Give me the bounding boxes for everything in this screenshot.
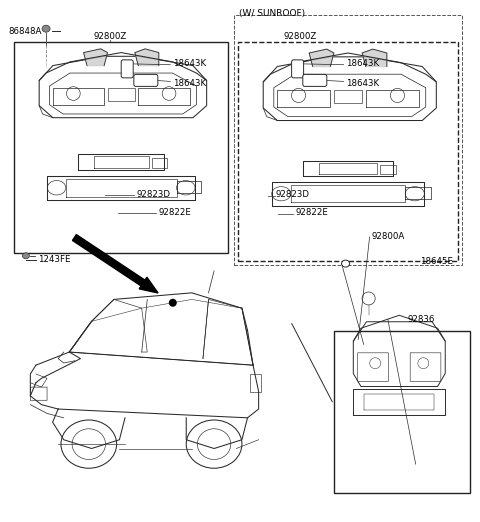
FancyArrow shape	[72, 234, 158, 293]
FancyBboxPatch shape	[292, 60, 304, 78]
Text: 92800Z: 92800Z	[94, 32, 127, 41]
Text: 92800Z: 92800Z	[283, 32, 316, 41]
Bar	[238, 42, 458, 261]
Text: (W/ SUNROOF): (W/ SUNROOF)	[239, 8, 305, 18]
Text: 92822E: 92822E	[295, 208, 328, 218]
FancyBboxPatch shape	[134, 75, 158, 86]
Text: 18645E: 18645E	[420, 256, 453, 266]
Text: 18643K: 18643K	[346, 59, 379, 68]
Bar	[380, 164, 396, 174]
Ellipse shape	[362, 292, 375, 305]
Text: 92823D: 92823D	[137, 189, 171, 199]
Ellipse shape	[186, 420, 242, 468]
Polygon shape	[362, 49, 387, 66]
Polygon shape	[135, 49, 159, 66]
FancyBboxPatch shape	[121, 60, 133, 78]
Ellipse shape	[342, 260, 349, 267]
Bar	[14, 42, 228, 253]
Text: 1243FE: 1243FE	[38, 255, 71, 265]
Bar	[234, 15, 462, 265]
Polygon shape	[309, 49, 334, 66]
Text: 92822E: 92822E	[158, 208, 191, 218]
Text: 92823D: 92823D	[276, 189, 310, 199]
Ellipse shape	[23, 253, 29, 259]
Bar	[152, 158, 168, 168]
Text: 92800A: 92800A	[372, 232, 405, 242]
Bar	[250, 374, 262, 392]
Circle shape	[169, 299, 177, 307]
Bar	[334, 331, 470, 493]
Text: 18643K: 18643K	[346, 79, 379, 88]
Text: 18643K: 18643K	[173, 79, 206, 88]
Polygon shape	[84, 49, 108, 66]
Ellipse shape	[61, 420, 117, 468]
Text: 18643K: 18643K	[173, 59, 206, 68]
Text: 92836: 92836	[407, 315, 434, 324]
Text: 86848A: 86848A	[9, 27, 42, 36]
FancyBboxPatch shape	[303, 75, 327, 86]
Ellipse shape	[42, 25, 50, 32]
